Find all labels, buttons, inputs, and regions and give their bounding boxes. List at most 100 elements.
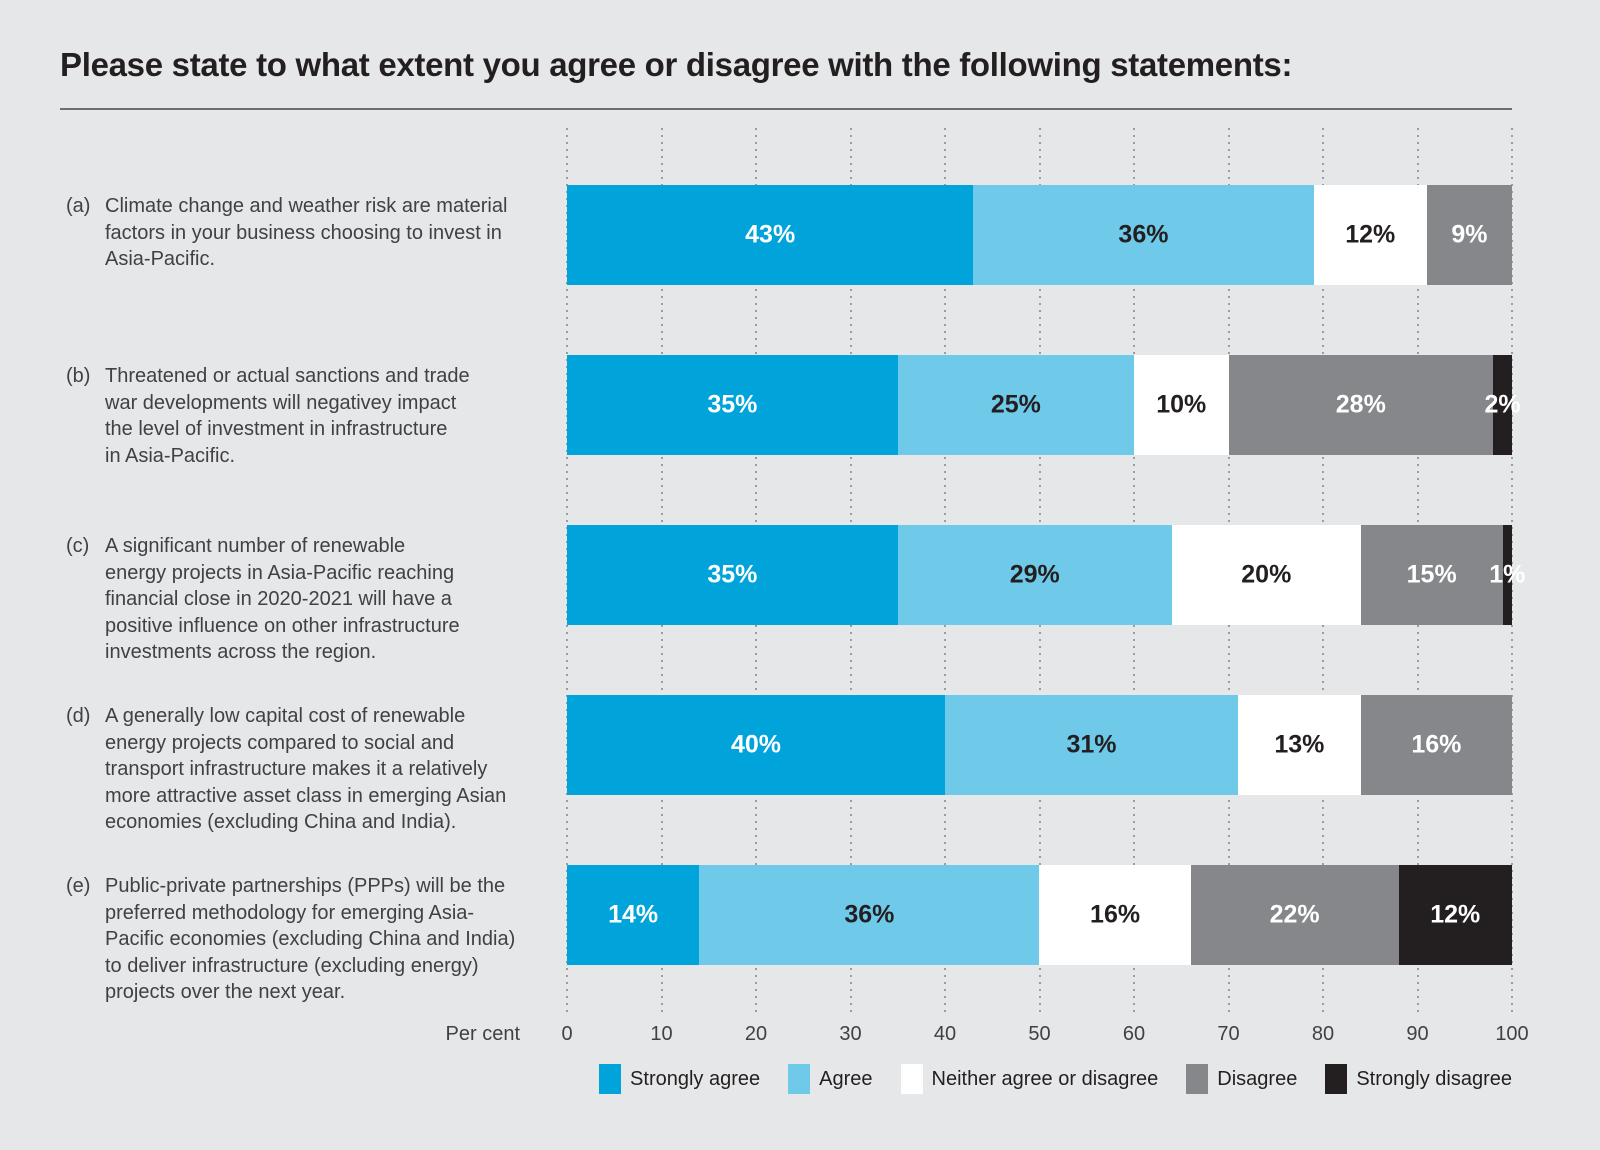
bar-segment: 16% [1360, 695, 1512, 795]
statement-label: (b) Threatened or actual sanctions and tr… [66, 363, 576, 469]
legend-label: Strongly disagree [1356, 1067, 1512, 1090]
bar-row-c: 35% 29% 20% 15% 1% [567, 525, 1525, 625]
statement-label: (c) A significant number of renewable ene… [66, 533, 576, 666]
bar-segment: 43% [567, 185, 974, 285]
legend-label: Disagree [1217, 1067, 1298, 1090]
bar-segment: 20% [1171, 525, 1361, 625]
axis-tick-label: 100 [1495, 1023, 1529, 1045]
legend-item: Neither agree or disagree [900, 1064, 1159, 1094]
axis-tick-label: 0 [561, 1023, 573, 1045]
axis-tick-label: 90 [1406, 1023, 1429, 1045]
bar-segment-label: 22% [1269, 900, 1320, 929]
bar-segment-label: 12% [1345, 220, 1396, 249]
bar-segment: 25% [897, 355, 1134, 455]
bar-segment: 22% [1190, 865, 1399, 965]
bar-segment: 16% [1039, 865, 1191, 965]
legend-item: Agree [788, 1064, 873, 1094]
bar-row-b: 35% 25% 10% 28% 2% [567, 355, 1521, 455]
bar-segment: 29% [897, 525, 1172, 625]
bar-segment-label: 2% [1484, 390, 1521, 419]
bar-segment-label: 10% [1156, 390, 1207, 419]
statement-text: Climate change and weather risk are mate… [105, 195, 508, 270]
bar-segment-label: 9% [1451, 220, 1488, 249]
legend-item: Strongly agree [599, 1064, 760, 1094]
statement-letter: (a) [66, 195, 91, 217]
bar-row-a: 43% 36% 12% 9% [567, 185, 1512, 285]
bar-segment-label: 16% [1090, 900, 1141, 929]
bar-segment-label: 36% [1118, 220, 1169, 249]
bar-segment-label: 29% [1009, 560, 1060, 589]
grid-line [1511, 128, 1513, 1017]
axis-tick-label: 70 [1217, 1023, 1240, 1045]
x-axis-ticks: 0 10 20 30 40 50 60 70 80 90 100 [561, 1023, 1528, 1049]
statement-label: (e) Public-private partnerships (PPPs) wi… [66, 873, 576, 1006]
bar-segment: 12% [1398, 865, 1512, 965]
statement-letter: (c) [66, 535, 90, 557]
bar-segment-label: 15% [1406, 560, 1457, 589]
statement-label: (d) A generally low capital cost of renew… [66, 703, 576, 836]
bar-segment-label: 31% [1066, 730, 1117, 759]
legend-label: Neither agree or disagree [931, 1067, 1159, 1090]
legend-item: Strongly disagree [1325, 1064, 1512, 1094]
bar-row-d: 40% 31% 13% 16% [567, 695, 1512, 795]
statement-text: Public-private partnerships (PPPs) will … [105, 875, 516, 1003]
legend: Strongly agree Agree Neither agree or disa… [567, 1061, 1512, 1097]
axis-tick-label: 20 [744, 1023, 768, 1045]
bar-segment: 15% [1360, 525, 1503, 625]
axis-tick-label: 50 [1028, 1023, 1051, 1045]
legend-swatch [900, 1064, 923, 1094]
bar-segment: 1% [1489, 525, 1525, 625]
bar-segment-label: 25% [990, 390, 1041, 419]
bar-segment-label: 12% [1430, 900, 1481, 929]
legend-swatch [1186, 1064, 1209, 1094]
statement-letter: (d) [66, 705, 91, 727]
bar-segment-label: 40% [730, 730, 782, 759]
statement-text: Threatened or actual sanctions and trade… [105, 365, 470, 467]
bar-segment-label: 14% [608, 900, 659, 929]
legend-swatch [1325, 1064, 1348, 1094]
bar-segment-label: 16% [1411, 730, 1462, 759]
bar-segment-label: 35% [707, 390, 758, 419]
legend-swatch [599, 1064, 622, 1094]
bar-segment-label: 28% [1335, 390, 1386, 419]
axis-tick-label: 10 [650, 1023, 673, 1045]
statement-letter: (b) [66, 365, 91, 387]
legend-item: Disagree [1186, 1064, 1297, 1094]
axis-tick-label: 40 [933, 1023, 957, 1045]
statement-letter: (e) [66, 875, 91, 897]
axis-tick-label: 60 [1122, 1023, 1146, 1045]
axis-tick-label: 80 [1311, 1023, 1335, 1045]
title-divider [60, 108, 1512, 110]
bar-segment-label: 43% [745, 220, 796, 249]
bar-segment: 40% [567, 695, 945, 795]
bar-segment-label: 1% [1489, 560, 1526, 589]
legend-label: Strongly agree [630, 1067, 761, 1090]
bar-segment-label: 20% [1241, 560, 1292, 589]
chart-title: Please state to what extent you agree or… [60, 46, 1293, 83]
bar-segment: 28% [1228, 355, 1494, 455]
bar-segment-label: 35% [707, 560, 758, 589]
bar-segment: 9% [1426, 185, 1512, 285]
legend-label: Agree [819, 1067, 873, 1090]
bar-segment: 36% [699, 865, 1040, 965]
bar-segment: 2% [1484, 355, 1521, 455]
axis-tick-label: 30 [839, 1023, 862, 1045]
statement-label: (a) Climate change and weather risk are m… [66, 193, 576, 273]
bar-segment: 35% [567, 355, 898, 455]
bar-segment: 10% [1134, 355, 1229, 455]
statement-text: A significant number of renewable energy… [105, 535, 460, 663]
bar-segment: 14% [567, 865, 700, 965]
legend-swatch [788, 1064, 811, 1094]
bar-segment-label: 36% [844, 900, 895, 929]
bar-row-e: 14% 36% 16% 22% 12% [567, 865, 1512, 965]
x-axis-label: Per cent [445, 1023, 520, 1045]
bar-segment: 35% [567, 525, 898, 625]
plot-area: 43% 36% 12% 9% 35% 25% 10% 28% 2% 35% 29% 20% 15% 1% 4… [566, 128, 1525, 1017]
bar-segment: 36% [973, 185, 1314, 285]
bar-segment: 12% [1313, 185, 1427, 285]
bar-segment: 31% [945, 695, 1238, 795]
bar-segment-label: 13% [1274, 730, 1325, 759]
bar-segment: 13% [1237, 695, 1361, 795]
statement-text: A generally low capital cost of renewabl… [105, 705, 507, 833]
